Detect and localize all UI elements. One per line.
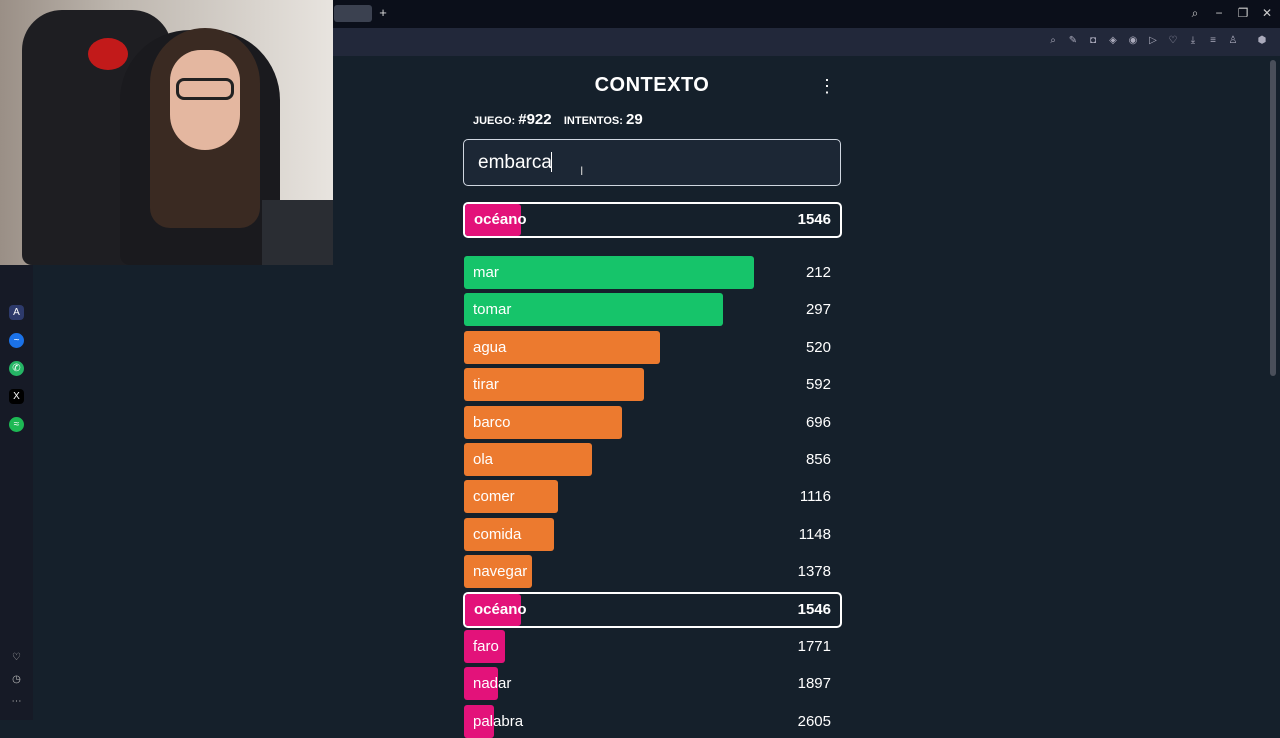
minimize-icon[interactable]: − <box>1215 6 1223 20</box>
menu-icon[interactable]: ≡ <box>1210 35 1216 46</box>
last-guess-word: océano <box>474 211 527 228</box>
guess-row: comer 1116 <box>464 480 840 513</box>
guess-input[interactable] <box>463 139 841 186</box>
guess-bar <box>464 630 505 663</box>
guess-row: tomar 297 <box>464 293 840 326</box>
guess-row-highlighted: océano 1546 <box>463 592 842 628</box>
new-tab-icon[interactable]: + <box>379 5 387 20</box>
guess-bar <box>465 594 521 626</box>
last-guess-row: océano 1546 <box>463 202 842 238</box>
game-number: #922 <box>518 111 552 128</box>
x-icon[interactable]: X <box>9 389 24 404</box>
history-icon[interactable]: ◷ <box>12 674 21 685</box>
aria-icon[interactable]: A <box>9 305 24 320</box>
guess-row: mar 212 <box>464 256 840 289</box>
guess-rank: 297 <box>805 301 831 318</box>
guess-word: tirar <box>473 376 499 393</box>
guess-row: nadar 1897 <box>464 667 840 700</box>
guess-rank: 1897 <box>797 675 831 692</box>
guess-word: agua <box>473 339 507 356</box>
profile-icon[interactable]: ♙ <box>1228 35 1238 46</box>
guess-bar <box>464 293 723 326</box>
guess-row: barco 696 <box>464 406 840 439</box>
guess-rank: 1116 <box>799 488 831 505</box>
guess-row: agua 520 <box>464 331 840 364</box>
page-title: CONTEXTO <box>594 74 710 96</box>
play-icon[interactable]: ▷ <box>1149 35 1157 46</box>
guess-word: ola <box>473 451 494 468</box>
guess-bar <box>464 480 558 513</box>
guess-rank: 1546 <box>797 601 831 618</box>
guess-bar <box>464 331 660 364</box>
kebab-menu-icon[interactable]: ⋮ <box>818 76 836 96</box>
messenger-icon[interactable]: ~ <box>9 333 24 348</box>
guess-word: tomar <box>473 301 512 318</box>
guess-rank: 1148 <box>798 526 831 543</box>
game-label: JUEGO: <box>473 115 516 127</box>
guess-word: mar <box>473 264 499 281</box>
guess-bar <box>464 518 554 551</box>
guess-word: navegar <box>473 563 528 580</box>
last-guess-bar <box>465 204 521 236</box>
zoom-icon[interactable]: ⌕ <box>1050 35 1056 46</box>
attempts-label: INTENTOS: <box>563 115 623 127</box>
more-icon[interactable]: ⋯ <box>11 696 22 707</box>
guess-word: faro <box>473 638 499 655</box>
guess-bar <box>464 667 498 700</box>
guess-rank: 2605 <box>797 713 831 730</box>
guess-row: faro 1771 <box>464 630 840 663</box>
guess-word: comer <box>473 488 515 505</box>
guess-bar <box>464 368 644 401</box>
chair-logo <box>88 38 128 70</box>
guess-rank: 212 <box>805 264 831 281</box>
guess-row: navegar 1378 <box>464 555 840 588</box>
text-caret <box>551 152 552 172</box>
guess-row: comida 1148 <box>464 518 840 551</box>
guess-word: palabra <box>473 713 524 730</box>
guess-rank: 856 <box>805 451 831 468</box>
text-cursor-icon: I <box>580 164 584 178</box>
close-window-icon[interactable]: ✕ <box>1261 6 1273 20</box>
guess-bar <box>464 256 754 289</box>
shield-icon[interactable]: ◈ <box>1109 35 1117 46</box>
download-icon[interactable]: ⤓ <box>1190 35 1196 46</box>
guess-rank: 696 <box>805 414 831 431</box>
desk-monitor <box>262 200 333 265</box>
guess-rank: 1771 <box>797 638 831 655</box>
webcam-overlay <box>0 0 333 265</box>
streamer-glasses <box>176 78 234 100</box>
guess-rank: 592 <box>805 376 831 393</box>
attempts-count: 29 <box>626 111 643 128</box>
guess-word: nadar <box>473 675 512 692</box>
browser-tab[interactable] <box>334 5 372 22</box>
scrollbar[interactable] <box>1270 60 1276 376</box>
edit-icon[interactable]: ✎ <box>1068 35 1078 46</box>
guess-bar <box>464 443 592 476</box>
heart-icon[interactable]: ♡ <box>1168 35 1178 46</box>
guess-rank: 1378 <box>797 563 831 580</box>
extensions-icon[interactable]: ⬢ <box>1257 35 1267 46</box>
guess-row: ola 856 <box>464 443 840 476</box>
restore-icon[interactable]: ❐ <box>1237 6 1249 20</box>
guess-row: palabra 2605 <box>464 705 840 738</box>
guess-word: barco <box>473 414 511 431</box>
game-stats: JUEGO: #922 INTENTOS: 29 <box>473 111 643 128</box>
guess-bar <box>464 555 532 588</box>
heart-icon[interactable]: ♡ <box>12 652 21 663</box>
guess-bar <box>464 406 622 439</box>
spotify-icon[interactable]: ≈ <box>9 417 24 432</box>
last-guess-rank: 1546 <box>797 211 831 228</box>
camera-icon[interactable]: ◘ <box>1089 35 1097 46</box>
guess-word: océano <box>474 601 527 618</box>
vpn-icon[interactable]: ◉ <box>1128 35 1138 46</box>
guess-word: comida <box>473 526 522 543</box>
search-tabs-icon[interactable]: ⌕ <box>1191 6 1199 20</box>
whatsapp-icon[interactable]: ✆ <box>9 361 24 376</box>
guess-row: tirar 592 <box>464 368 840 401</box>
streamer-face <box>170 50 240 150</box>
guess-rank: 520 <box>805 339 831 356</box>
